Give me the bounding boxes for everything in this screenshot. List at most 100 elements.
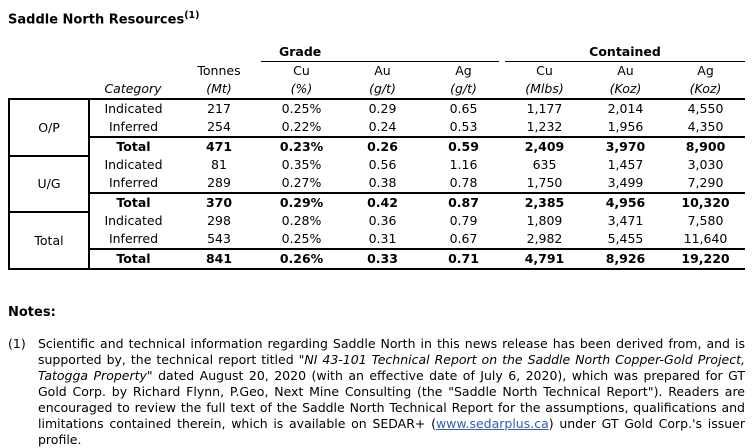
value-cell: 0.26 — [342, 136, 423, 157]
value-cell: 2,385 — [504, 192, 585, 213]
value-cell: 0.22% — [281, 119, 322, 135]
title-footnote-ref: (1) — [184, 10, 200, 21]
col-header-au-contained: Au — [617, 63, 634, 79]
notes-heading: Notes: — [8, 305, 56, 321]
footnote-1: (1) Scientific and technical information… — [8, 336, 745, 448]
value-cell: 0.29% — [261, 192, 342, 213]
value-cell: 2,982 — [526, 231, 563, 247]
value-cell: 0.28% — [281, 213, 322, 229]
value-cell: 0.33 — [342, 248, 423, 271]
value-cell: 635 — [532, 157, 557, 173]
value-cell: 0.87 — [423, 192, 504, 213]
value-cell: 841 — [177, 248, 261, 271]
col-unit-au-contained: (Koz) — [585, 80, 666, 101]
table-row-total: Total 370 0.29% 0.42 0.87 2,385 4,956 10… — [9, 192, 746, 213]
value-cell: 298 — [207, 213, 231, 229]
value-cell: 0.27% — [281, 175, 322, 191]
col-unit-cu-contained: (Mlbs) — [504, 80, 585, 101]
contained-label: Contained — [505, 42, 746, 63]
col-unit-ag-grade: (g/t) — [423, 80, 504, 101]
category-cell: Indicated — [104, 157, 163, 173]
value-cell: 0.56 — [368, 157, 397, 173]
col-header-category: Category — [89, 80, 177, 101]
value-cell: 3,499 — [607, 175, 644, 191]
value-cell: 370 — [177, 192, 261, 213]
value-cell: 4,350 — [687, 119, 724, 135]
contained-group-header: Contained — [504, 42, 746, 63]
col-header-ag-contained: Ag — [697, 63, 714, 79]
sedarplus-link[interactable]: www.sedarplus.ca — [435, 416, 549, 432]
value-cell: 81 — [211, 157, 227, 173]
group-label-op: O/P — [8, 98, 90, 158]
value-cell: 0.36 — [368, 213, 397, 229]
col-header-ag-grade: Ag — [455, 63, 472, 79]
value-cell: 0.59 — [423, 136, 504, 157]
report-title-italic: "NI 43-101 Technical Report on the Saddl… — [38, 352, 745, 384]
table-row: U/G Indicated 81 0.35% 0.56 1.16 635 1,4… — [8, 155, 745, 214]
table-row-grand-total: Total 841 0.26% 0.33 0.71 4,791 8,926 19… — [9, 248, 746, 271]
category-cell: Indicated — [104, 213, 163, 229]
value-cell: 0.31 — [368, 231, 397, 247]
table-row: Inferred 289 0.27% 0.38 0.78 1,750 3,499… — [9, 174, 745, 193]
value-cell: 7,580 — [687, 213, 724, 229]
category-cell: Indicated — [104, 101, 163, 117]
value-cell: 8,900 — [666, 136, 746, 157]
value-cell: 289 — [207, 175, 231, 191]
value-cell: 2,409 — [504, 136, 585, 157]
footnote-text: Scientific and technical information reg… — [38, 336, 745, 448]
table-row-total: Total 471 0.23% 0.26 0.59 2,409 3,970 8,… — [9, 136, 746, 157]
value-cell: 0.35% — [281, 157, 322, 173]
value-cell: 1,457 — [607, 157, 644, 173]
col-unit-ag-contained: (Koz) — [666, 80, 746, 101]
value-cell: 4,550 — [687, 101, 724, 117]
value-cell: 0.38 — [368, 175, 397, 191]
column-unit-row: Category (Mt) (%) (g/t) (g/t) (Mlbs) (Ko… — [9, 80, 746, 101]
col-header-cu-contained: Cu — [536, 63, 553, 79]
col-unit-au-grade: (g/t) — [342, 80, 423, 101]
footnote-marker: (1) — [8, 336, 26, 352]
value-cell: 254 — [207, 119, 231, 135]
category-cell: Inferred — [108, 231, 159, 247]
value-cell: 0.53 — [449, 119, 478, 135]
table-row: Total Indicated 298 0.28% 0.36 0.79 1,80… — [8, 211, 745, 271]
value-cell: 0.42 — [342, 192, 423, 213]
value-cell: 3,970 — [585, 136, 666, 157]
title-text: Saddle North Resources — [8, 12, 185, 28]
value-cell: 3,471 — [607, 213, 644, 229]
value-cell: 1,750 — [526, 175, 563, 191]
col-header-au-grade: Au — [374, 63, 391, 79]
value-cell: 0.29 — [368, 101, 397, 117]
value-cell: 0.24 — [368, 119, 397, 135]
col-unit-tonnes: (Mt) — [177, 80, 261, 101]
value-cell: 0.79 — [449, 213, 478, 229]
footnote-part1: Scientific and technical information reg… — [38, 336, 745, 368]
value-cell: 11,640 — [683, 231, 728, 247]
value-cell: 19,220 — [666, 248, 746, 271]
value-cell: 217 — [207, 101, 231, 117]
value-cell: 1,232 — [526, 119, 563, 135]
spacer-cell — [9, 80, 89, 101]
value-cell: 0.23% — [261, 136, 342, 157]
footnote-part2: dated August 20, 2020 (with an effective… — [38, 368, 745, 432]
group-label-ug: U/G — [8, 155, 90, 214]
table-row: Inferred 254 0.22% 0.24 0.53 1,232 1,956… — [9, 118, 745, 137]
value-cell: 1,809 — [526, 213, 563, 229]
value-cell: 0.67 — [449, 231, 478, 247]
value-cell: 0.78 — [449, 175, 478, 191]
value-cell: 0.25% — [281, 231, 322, 247]
value-cell: 1.16 — [449, 157, 478, 173]
value-cell: 7,290 — [687, 175, 724, 191]
col-header-cu-grade: Cu — [293, 63, 310, 79]
value-cell: 8,926 — [585, 248, 666, 271]
value-cell: 0.26% — [261, 248, 342, 271]
value-cell: 1,956 — [607, 119, 644, 135]
category-cell: Total — [89, 248, 177, 271]
value-cell: 3,030 — [687, 157, 724, 173]
category-cell: Inferred — [108, 119, 159, 135]
category-cell: Total — [89, 136, 177, 157]
value-cell: 0.65 — [449, 101, 478, 117]
grade-label: Grade — [261, 42, 499, 63]
category-cell: Inferred — [108, 175, 159, 191]
spacer-cell — [9, 42, 261, 62]
